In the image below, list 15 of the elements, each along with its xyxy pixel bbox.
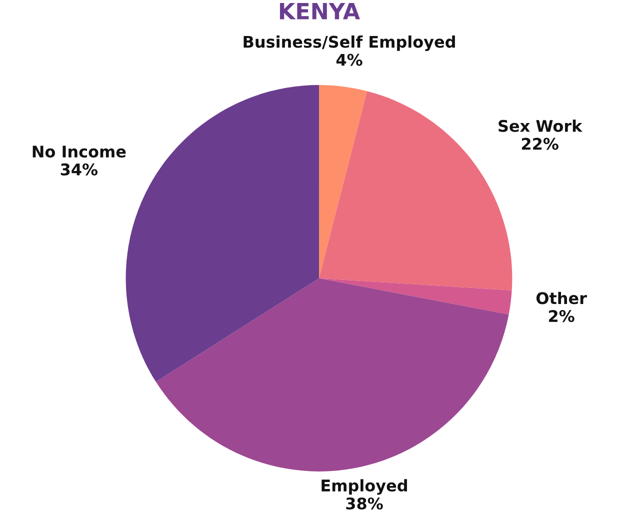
slice-label: Sex Work (498, 120, 582, 132)
slice-label: Other (536, 292, 587, 304)
pie-slice (156, 278, 509, 472)
data-label: 4% (336, 54, 362, 66)
pie-slice (319, 278, 512, 314)
slice-label: Employed (322, 479, 407, 495)
pie-slice (319, 85, 368, 278)
data-label: 34% (60, 163, 98, 176)
data-label: 2% (549, 310, 574, 322)
data-label: 22% (522, 138, 558, 150)
slice-label: Business/Self Employed (244, 35, 455, 52)
slice-label: No Income (32, 146, 126, 158)
pie-slice (126, 85, 319, 382)
chart-title: KENYA (280, 3, 360, 20)
data-label: 38% (346, 497, 383, 510)
